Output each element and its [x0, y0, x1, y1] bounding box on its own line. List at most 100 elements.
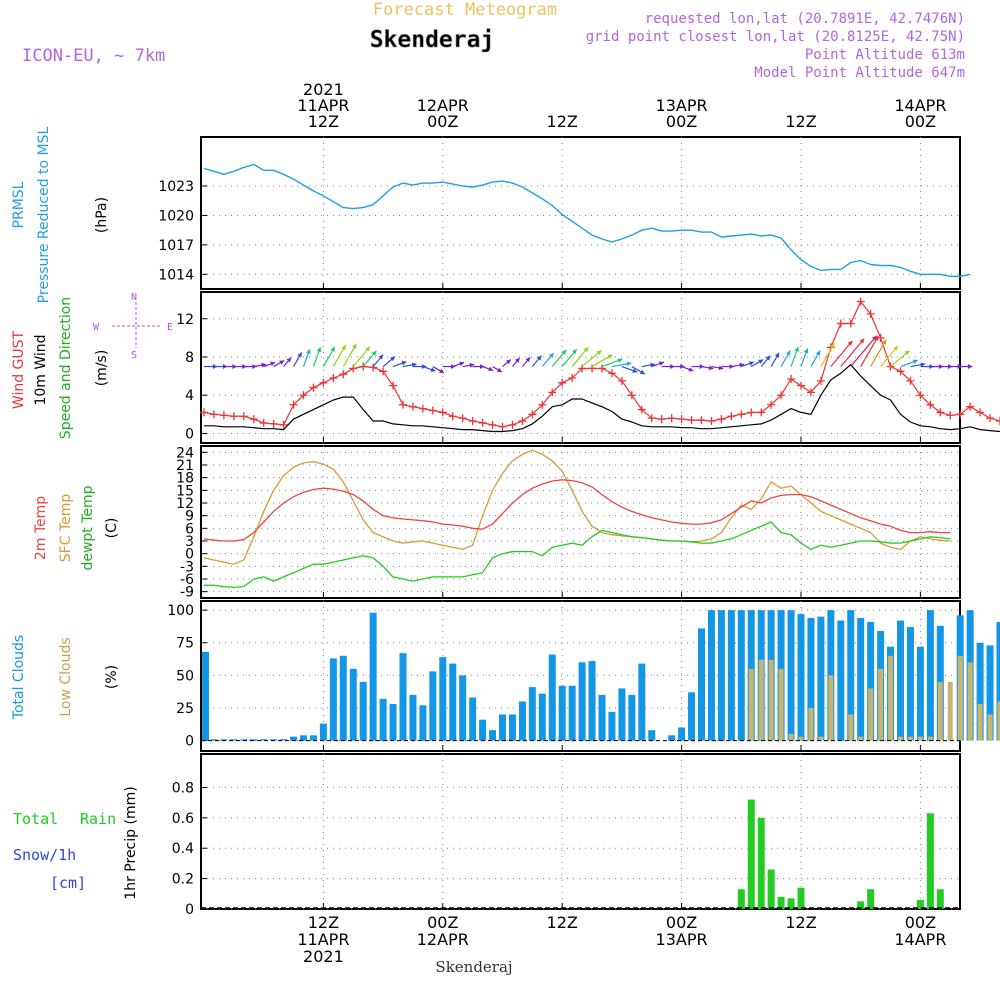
gust-marker — [249, 415, 258, 424]
wind-arrow-head — [957, 364, 962, 369]
pressure-line — [203, 163, 971, 277]
y-tick-label: 18 — [176, 471, 194, 487]
bottom-time-label: 2021 — [303, 947, 344, 966]
total-cloud-bar — [986, 645, 994, 741]
total-cloud-bar — [817, 616, 825, 741]
wind-arrow-head — [330, 346, 335, 352]
wind-arrow — [273, 359, 285, 368]
wind-arrow-head — [488, 366, 494, 372]
top-time-label: 12Z — [308, 112, 339, 131]
gust-marker — [528, 410, 537, 419]
wind-arrow — [322, 346, 336, 367]
rain-bar — [747, 799, 755, 909]
low-cloud-bar — [808, 707, 814, 741]
precip-axis-label: 1hr Precip (mm) — [123, 786, 139, 899]
footer-location: Skenderaj — [435, 958, 512, 976]
y-tick-label: -3 — [180, 559, 194, 575]
compass-w: W — [93, 322, 100, 333]
wind-arrow-head — [794, 346, 799, 352]
panel-frame-temp — [200, 445, 961, 599]
total-cloud-bar — [837, 620, 845, 741]
wind-arrow-head — [525, 357, 531, 363]
total-cloud-bar — [449, 663, 457, 741]
rain-bar — [737, 889, 745, 909]
gust-marker — [448, 412, 457, 421]
wind-arrow-head — [439, 368, 445, 374]
wind-arrow — [263, 361, 276, 368]
wind-arrow — [551, 349, 567, 367]
rain-bar — [867, 889, 875, 909]
bottom-time-label: 00Z — [427, 913, 458, 932]
wind-unit: (m/s) — [94, 350, 110, 387]
gust-marker — [707, 417, 716, 426]
sfc-label: SFC Temp — [58, 494, 74, 563]
total-cloud-bar — [976, 642, 984, 741]
y-tick-label: 0 — [185, 547, 194, 563]
total-cloud-bar — [270, 739, 278, 741]
top-time-label: 12Z — [547, 112, 578, 131]
wind-arrow — [820, 343, 835, 367]
top-time-label: 12APR — [417, 96, 469, 115]
total-cloud-bar — [538, 693, 546, 741]
total-cloud-bar — [568, 685, 576, 741]
wind-arrow-head — [948, 364, 953, 369]
top-time-label: 13APR — [656, 96, 708, 115]
wind-arrow — [611, 361, 632, 368]
low-cloud-bar — [917, 736, 923, 741]
gust-marker — [677, 415, 686, 424]
wind-arrow — [253, 362, 267, 368]
wind-arrow — [631, 366, 646, 375]
y-tick-label: 50 — [176, 668, 194, 684]
low-cloud-bar — [858, 736, 864, 741]
pressure-msl-label: Pressure Reduced to MSL — [36, 126, 52, 303]
wind-arrow-head — [365, 346, 370, 352]
rain-bar — [936, 889, 944, 909]
low-cloud-bar — [957, 655, 963, 741]
wind-arrow-head — [401, 360, 407, 366]
gust-marker — [966, 402, 975, 411]
low-cloud-bar — [898, 736, 903, 741]
y-tick-label: -9 — [180, 585, 194, 601]
wind-arrow-head — [830, 343, 835, 349]
total-cloud-bar — [339, 655, 347, 741]
total-cloud-bar — [688, 692, 696, 741]
total-cloud-bar — [508, 714, 516, 741]
total-cloud-bar — [349, 668, 357, 741]
gust-marker — [279, 420, 288, 429]
total-cloud-bar — [489, 730, 497, 741]
gust-marker — [329, 374, 338, 383]
rain-bar — [777, 896, 785, 909]
wind-arrow-head — [786, 350, 791, 356]
wind-arrow — [701, 365, 714, 371]
requested-coords: requested lon,lat (20.7891E, 42.7476N) — [645, 11, 965, 27]
wind-arrow-shaft — [870, 339, 887, 367]
wind-arrow — [601, 358, 623, 368]
wind-arrow-head — [352, 344, 357, 350]
wind-arrow — [621, 365, 638, 373]
gust-marker — [478, 418, 487, 427]
gust-marker — [508, 420, 517, 429]
cloud-labels: Total Clouds Low Clouds (%) — [11, 635, 120, 720]
wind-arrow — [741, 361, 755, 368]
wind-arrow — [960, 364, 973, 369]
gust-marker — [996, 417, 1000, 426]
total-cloud-bar — [797, 614, 805, 741]
panel-wind: 0 4 8 12 — [176, 291, 1000, 444]
low-cloud-bar — [937, 681, 943, 741]
prmsl-label: PRMSL — [11, 181, 27, 228]
total-cloud-bar — [548, 654, 556, 741]
panel-pressure: 1014 1017 1020 1023 — [158, 136, 971, 290]
total-cloud-bar — [280, 739, 288, 741]
total-cloud-bar — [737, 610, 745, 741]
total-cloud-bar — [290, 736, 298, 741]
wind-arrow-head — [536, 355, 542, 361]
wind-arrow — [342, 343, 357, 367]
gust-marker — [896, 367, 905, 376]
top-time-label: 14APR — [894, 96, 946, 115]
low-cloud-bar — [997, 701, 1000, 741]
total-cloud-bar — [409, 694, 417, 741]
gust-marker — [737, 410, 746, 419]
wind-arrow-head — [459, 361, 465, 367]
wind-arrow-head — [758, 359, 764, 364]
